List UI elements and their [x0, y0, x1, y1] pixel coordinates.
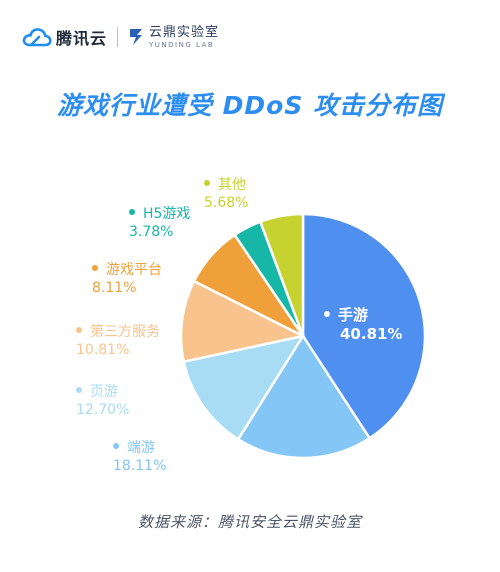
yunding-lab-logo-icon: [130, 29, 143, 45]
slice-label-1: 端游 18.11%: [113, 440, 166, 475]
pie-slice-3: [179, 279, 305, 363]
tencent-cloud-logo-icon: [22, 28, 52, 47]
slice-label-6: 其他 5.68%: [204, 177, 248, 212]
lab-block: 云鼎实验室 YUNDING LAB: [128, 26, 219, 49]
slice-label-value: 8.11%: [92, 279, 137, 296]
slice-label-5: H5游戏 3.78%: [129, 206, 190, 241]
pie-slice-6: [259, 212, 305, 338]
slice-label-2: 页游 12.70%: [76, 384, 129, 419]
header: 腾讯云 云鼎实验室 YUNDING LAB: [22, 24, 219, 50]
slice-label-name: 其他: [218, 177, 246, 193]
slice-label-name: 游戏平台: [106, 262, 162, 278]
slice-label-4: 游戏平台 8.11%: [92, 262, 162, 297]
slice-label-dot: [92, 265, 98, 271]
pie-slice-2: [182, 334, 305, 441]
slice-label-value: 40.81%: [340, 324, 403, 343]
slice-label-3: 第三方服务 10.81%: [76, 324, 160, 359]
header-divider: [117, 27, 119, 47]
brand-name: 腾讯云: [56, 29, 108, 48]
slice-label-name: 端游: [127, 440, 155, 456]
slice-label-value: 10.81%: [76, 341, 130, 358]
data-source: 数据来源：腾讯安全云鼎实验室: [137, 513, 362, 531]
slice-label-value: 18.11%: [113, 457, 167, 474]
slice-label-dot: [204, 180, 210, 186]
slice-label-value: 5.68%: [204, 194, 249, 211]
slice-label-0: 手游 40.81%: [324, 306, 402, 344]
chart-title: 游戏行业遭受 DDoS 攻击分布图: [56, 91, 444, 120]
lab-name-en: YUNDING LAB: [149, 40, 215, 49]
slice-label-value: 12.70%: [76, 401, 130, 418]
slice-label-dot: [76, 327, 82, 333]
slice-label-name: H5游戏: [143, 206, 191, 222]
slice-label-dot: [324, 310, 330, 317]
slice-label-dot: [129, 209, 135, 215]
slice-label-value: 3.78%: [129, 223, 174, 240]
lab-name: 云鼎实验室: [149, 24, 220, 40]
slice-label-name: 手游: [338, 306, 369, 324]
slice-label-dot: [76, 387, 82, 393]
slice-label-dot: [113, 443, 119, 449]
pie-slice-1: [236, 334, 371, 460]
slice-label-name: 第三方服务: [90, 324, 160, 340]
slice-label-name: 页游: [90, 384, 118, 400]
